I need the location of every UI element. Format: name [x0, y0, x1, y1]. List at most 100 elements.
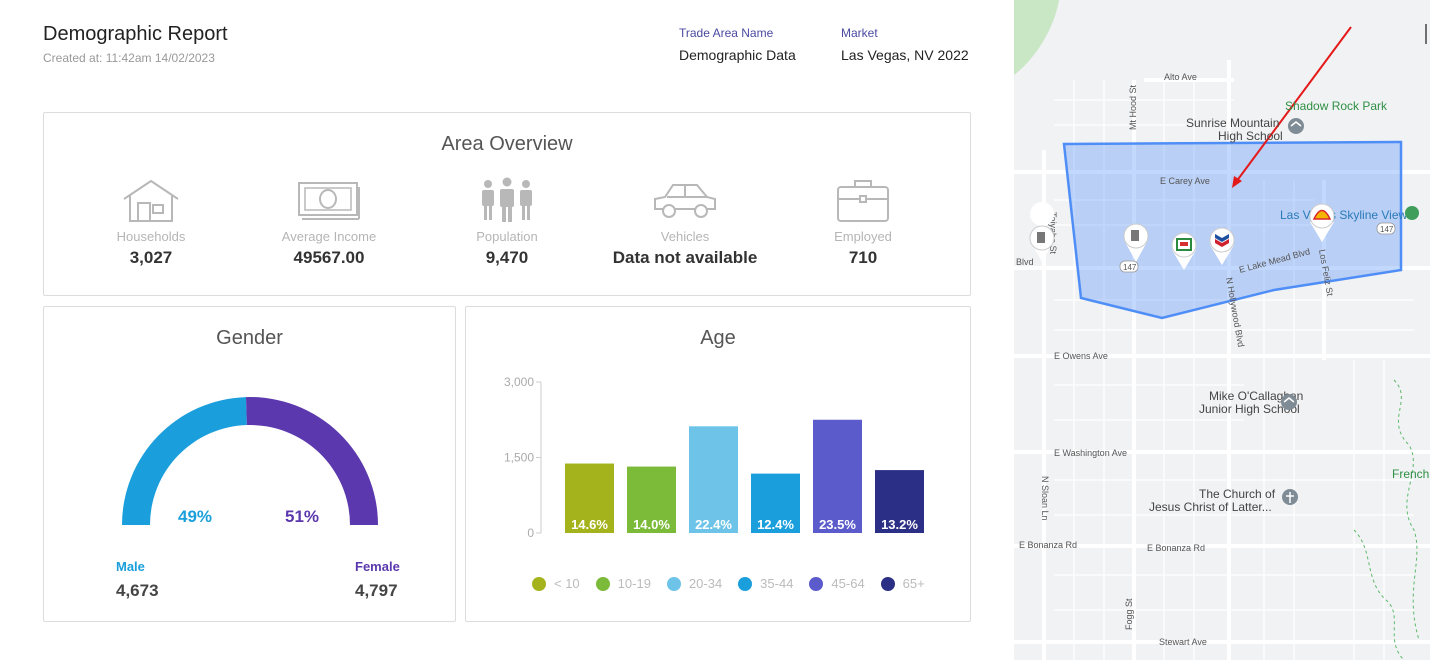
trade-area-label: Trade Area Name: [679, 26, 774, 40]
overview-vehicles: Vehicles Data not available: [600, 177, 770, 268]
female-percent: 51%: [285, 507, 320, 526]
legend-dot: [595, 576, 610, 591]
poi-label: The Church of: [1199, 487, 1276, 501]
legend-item-20-34[interactable]: 20-34: [666, 576, 723, 591]
employed-value: 710: [848, 248, 878, 267]
map-canvas[interactable]: Alto Ave Mt Hood St E Carey Ave E Lake M…: [1014, 0, 1430, 660]
age-bar: [751, 473, 800, 533]
vehicles-label: Vehicles: [660, 229, 710, 244]
map-view[interactable]: Alto Ave Mt Hood St E Carey Ave E Lake M…: [1014, 0, 1430, 660]
briefcase-icon: [837, 180, 889, 222]
legend-label: 65+: [902, 576, 925, 591]
age-legend: < 10 10-19 20-34 35-44 45-64 65+: [532, 576, 925, 591]
population-label: Population: [476, 229, 538, 244]
legend-item-45-64[interactable]: 45-64: [809, 576, 865, 591]
age-bar: [875, 470, 924, 533]
legend-label: 35-44: [760, 576, 794, 591]
gas-station-pin-icon[interactable]: [1029, 202, 1055, 262]
employed-label: Employed: [834, 229, 892, 244]
route-shield: 147: [1376, 222, 1396, 235]
y-tick-label: 1,500: [504, 451, 534, 465]
arrow-head: [1232, 176, 1242, 188]
arrow-line: [1235, 26, 1352, 183]
church-marker-icon[interactable]: [1282, 489, 1298, 505]
svg-text:147: 147: [1380, 225, 1394, 234]
street-label: E Carey Ave: [1160, 176, 1210, 186]
age-bar: [813, 419, 862, 533]
report-panel: Demographic Report Created at: 11:42am 1…: [43, 23, 971, 622]
money-icon: [298, 182, 360, 220]
poi-label: Mike O'Callaghan: [1209, 389, 1303, 403]
overview-households: Households 3,027: [66, 177, 236, 268]
house-icon: [123, 179, 179, 222]
age-title: Age: [700, 327, 736, 349]
age-card: Age: [465, 306, 971, 622]
street-label: Alto Ave: [1164, 72, 1197, 82]
chevron-station-pin-icon[interactable]: [1209, 227, 1235, 265]
overview-average-income: Average Income 49567.00: [244, 177, 414, 268]
average-income-value: 49567.00: [293, 248, 365, 267]
female-label: Female: [355, 559, 400, 574]
trade-area-polygon[interactable]: [1062, 140, 1403, 320]
legend-label: 10-19: [617, 576, 651, 591]
street-label: Blvd: [1016, 257, 1034, 267]
legend-label: 45-64: [831, 576, 865, 591]
street-label: E Washington Ave: [1054, 448, 1127, 458]
legend-item-10-19[interactable]: 10-19: [595, 576, 651, 591]
poi-label: Shadow Rock Park: [1285, 99, 1388, 113]
school-marker-icon[interactable]: [1288, 118, 1304, 134]
gender-card: Gender 49% 51% Male Female 4,673 4,797: [43, 306, 456, 622]
female-count: 4,797: [355, 581, 398, 600]
street-label: Mt Hood St: [1128, 84, 1138, 130]
park-marker-icon[interactable]: [1405, 206, 1419, 220]
legend-dot: [666, 576, 681, 591]
street-grid: [1014, 60, 1430, 660]
shell-station-pin-icon[interactable]: [1309, 203, 1335, 242]
trade-area-value: Demographic Data: [679, 47, 796, 63]
gender-donut: [122, 397, 378, 525]
overview-employed: Employed 710: [778, 177, 948, 268]
street-label: N Sloan Ln: [1040, 476, 1050, 521]
minor-streets: [1054, 80, 1414, 660]
svg-text:147: 147: [1123, 263, 1137, 272]
age-bar-data-label: 13.2%: [881, 517, 918, 532]
poi-label: Sunrise Mountain: [1186, 116, 1279, 130]
y-tick-label: 3,000: [504, 375, 534, 389]
legend-dot: [880, 576, 895, 591]
age-bar-data-label: 12.4%: [757, 517, 794, 532]
trail-path: [1353, 529, 1405, 660]
legend-item-under-10[interactable]: < 10: [532, 576, 580, 591]
legend-dot: [809, 576, 824, 591]
overview-population: Population 9,470: [422, 177, 592, 268]
gas-station-pin-icon[interactable]: [1123, 223, 1149, 262]
store-pin-icon[interactable]: [1171, 232, 1197, 270]
poi-label: High School: [1218, 129, 1283, 143]
poi-label: Junior High School: [1199, 402, 1300, 416]
vehicles-value: Data not available: [612, 248, 758, 267]
car-icon: [654, 184, 716, 218]
legend-item-65-plus[interactable]: 65+: [880, 576, 925, 591]
school-marker-icon[interactable]: [1281, 394, 1297, 410]
poi-label: Las Vegas Skyline View: [1280, 208, 1408, 222]
legend-dot: [532, 576, 546, 591]
street-label: Fogg St: [1124, 598, 1134, 630]
street-label: Stewart Ave: [1159, 637, 1207, 647]
poi-label: French: [1392, 467, 1429, 481]
age-bar-chart: 3,000 1,500 0 14.6% 14.0% 22.4% 12.4% 23.5% 13.2…: [504, 375, 924, 540]
legend-label: 20-34: [688, 576, 723, 591]
male-arc: [122, 397, 247, 525]
legend-dot: [738, 576, 753, 591]
poi-label: Jesus Christ of Latter...: [1149, 500, 1272, 514]
age-bar-data-label: 23.5%: [819, 517, 856, 532]
households-value: 3,027: [129, 248, 173, 267]
male-label: Male: [116, 559, 145, 574]
park-area: [1014, 0, 1059, 75]
age-bar-data-label: 14.6%: [571, 517, 608, 532]
legend-item-35-44[interactable]: 35-44: [738, 576, 793, 591]
age-bar: [565, 463, 614, 533]
area-overview-card: Area Overview Households 3,027 Average I…: [43, 112, 971, 296]
average-income-label: Average Income: [281, 229, 377, 244]
street-label: E Bonanza Rd: [1147, 543, 1205, 553]
gender-title: Gender: [216, 327, 283, 349]
female-arc: [245, 397, 378, 525]
